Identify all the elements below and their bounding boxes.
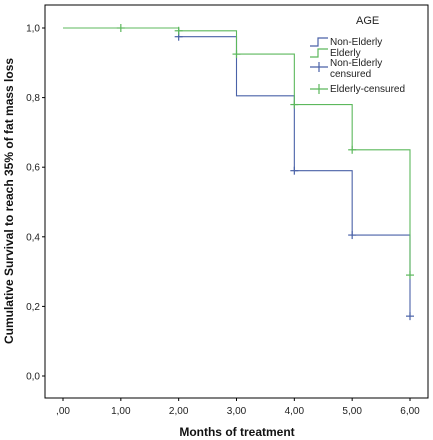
legend-label: Non-Elderly censured: [330, 58, 382, 80]
y-tick-label: 0,0: [26, 372, 40, 383]
x-tick-label: 6,00: [400, 406, 420, 417]
x-tick-label: 1,00: [111, 406, 131, 417]
y-axis-title: Cumulative Survival to reach 35% of fat …: [2, 58, 16, 344]
y-tick-label: 0,6: [26, 163, 40, 174]
legend-swatch: [310, 48, 328, 58]
x-tick-label: 2,00: [169, 406, 189, 417]
series-1-censor-mark: [348, 145, 357, 154]
y-tick-label: 1,0: [26, 24, 40, 35]
series-1-censor-mark: [116, 24, 125, 32]
series-1-censor-mark: [232, 50, 241, 59]
y-tick-label: 0,8: [26, 93, 40, 104]
legend-label: Elderly: [330, 48, 361, 59]
series-1-censor-mark: [174, 26, 183, 35]
series-1-censor-mark: [290, 100, 299, 109]
x-tick-label: 3,00: [227, 406, 247, 417]
legend-label: Elderly-censured: [330, 84, 405, 95]
x-axis-title: Months of treatment: [179, 425, 294, 439]
legend-title: AGE: [356, 15, 379, 27]
x-tick-label: ,00: [56, 406, 70, 417]
series-0-censor-mark: [406, 312, 414, 321]
legend-label: Non-Elderly: [330, 37, 382, 48]
y-tick-label: 0,4: [26, 232, 40, 243]
x-tick-label: 5,00: [342, 406, 362, 417]
series-0-censor-mark: [348, 231, 357, 240]
series-0-censor-mark: [290, 166, 299, 175]
legend-swatch: [310, 37, 328, 47]
y-tick-label: 0,2: [26, 302, 40, 313]
x-tick-label: 4,00: [285, 406, 305, 417]
series-1-censor-mark: [406, 271, 414, 280]
